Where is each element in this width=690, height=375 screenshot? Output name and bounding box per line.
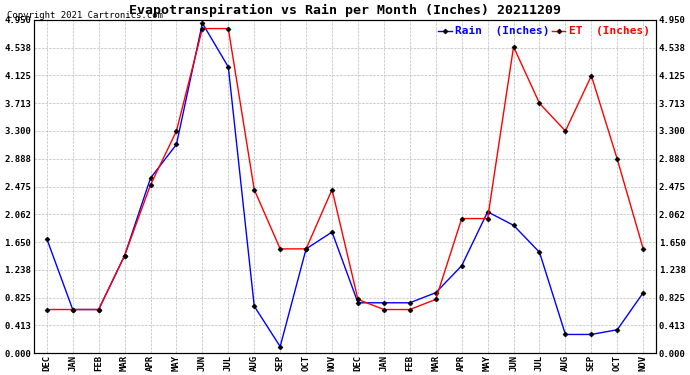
Rain  (Inches)	[484, 210, 492, 214]
ET  (Inches)	[43, 307, 51, 312]
ET  (Inches)	[250, 188, 258, 192]
Title: Evapotranspiration vs Rain per Month (Inches) 20211209: Evapotranspiration vs Rain per Month (In…	[129, 4, 561, 17]
Line: ET  (Inches): ET (Inches)	[45, 27, 645, 311]
Rain  (Inches)	[68, 307, 77, 312]
ET  (Inches)	[328, 188, 336, 192]
ET  (Inches)	[613, 157, 622, 162]
Rain  (Inches)	[198, 21, 206, 26]
Rain  (Inches)	[354, 300, 362, 305]
ET  (Inches)	[276, 247, 284, 251]
Rain  (Inches)	[432, 290, 440, 295]
ET  (Inches)	[121, 254, 129, 258]
Rain  (Inches)	[121, 254, 129, 258]
ET  (Inches)	[457, 216, 466, 221]
Legend: Rain  (Inches), ET  (Inches): Rain (Inches), ET (Inches)	[437, 26, 651, 38]
Rain  (Inches)	[328, 230, 336, 234]
Rain  (Inches)	[639, 290, 647, 295]
Text: Copyright 2021 Cartronics.com: Copyright 2021 Cartronics.com	[7, 11, 163, 20]
ET  (Inches)	[380, 307, 388, 312]
Rain  (Inches)	[587, 332, 595, 337]
Rain  (Inches)	[276, 344, 284, 349]
ET  (Inches)	[354, 297, 362, 302]
Rain  (Inches)	[172, 142, 181, 147]
ET  (Inches)	[198, 26, 206, 31]
Rain  (Inches)	[613, 327, 622, 332]
Rain  (Inches)	[43, 237, 51, 241]
ET  (Inches)	[302, 247, 311, 251]
Rain  (Inches)	[561, 332, 569, 337]
ET  (Inches)	[484, 216, 492, 221]
ET  (Inches)	[535, 101, 544, 106]
Rain  (Inches)	[535, 250, 544, 255]
Line: Rain  (Inches): Rain (Inches)	[45, 21, 645, 348]
ET  (Inches)	[146, 183, 155, 187]
Rain  (Inches)	[95, 307, 103, 312]
ET  (Inches)	[639, 247, 647, 251]
Rain  (Inches)	[380, 300, 388, 305]
Rain  (Inches)	[146, 176, 155, 180]
ET  (Inches)	[224, 26, 233, 31]
ET  (Inches)	[561, 129, 569, 133]
Rain  (Inches)	[509, 223, 518, 228]
Rain  (Inches)	[406, 300, 414, 305]
Rain  (Inches)	[457, 264, 466, 268]
ET  (Inches)	[432, 297, 440, 302]
Rain  (Inches)	[224, 65, 233, 69]
ET  (Inches)	[587, 74, 595, 78]
Rain  (Inches)	[250, 304, 258, 308]
ET  (Inches)	[406, 307, 414, 312]
ET  (Inches)	[172, 129, 181, 133]
ET  (Inches)	[95, 307, 103, 312]
ET  (Inches)	[68, 307, 77, 312]
ET  (Inches)	[509, 45, 518, 49]
Rain  (Inches)	[302, 247, 311, 251]
